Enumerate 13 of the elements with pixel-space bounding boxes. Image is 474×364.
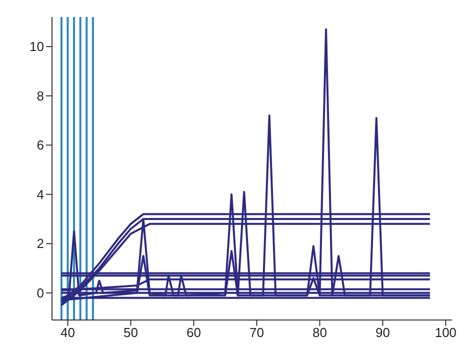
y-tick-label: 0 bbox=[36, 286, 44, 301]
y-tick-label: 8 bbox=[36, 88, 44, 104]
x-tick-label: 60 bbox=[186, 325, 201, 340]
x-tick-label: 100 bbox=[434, 325, 457, 340]
x-tick-label: 50 bbox=[124, 325, 138, 340]
y-tick-label: 2 bbox=[36, 236, 44, 252]
x-tick-label: 90 bbox=[375, 325, 390, 340]
x-tick-label: 80 bbox=[312, 325, 327, 340]
y-tick-label: 6 bbox=[36, 138, 44, 153]
y-tick-label: 10 bbox=[30, 39, 44, 54]
x-tick-label: 70 bbox=[249, 325, 264, 340]
x-tick-label: 40 bbox=[60, 325, 75, 340]
y-tick-label: 4 bbox=[36, 186, 44, 202]
